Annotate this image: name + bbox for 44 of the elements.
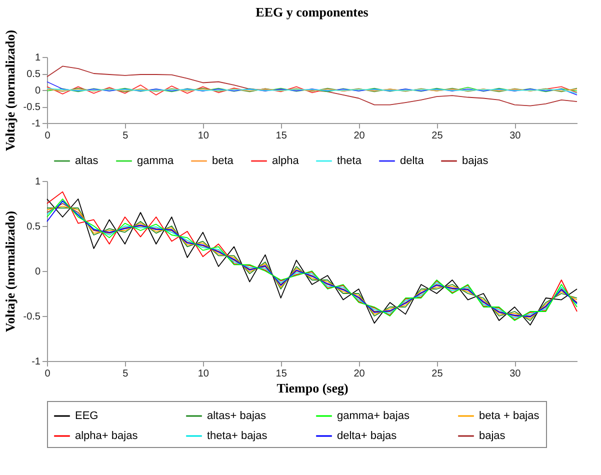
y-axis-title: Voltaje (normalizado) — [2, 30, 18, 152]
y-tick-label: 1 — [34, 176, 41, 188]
x-tick-label: 10 — [198, 130, 210, 142]
y-tick-label: -1 — [32, 356, 41, 368]
x-tick-label: 15 — [276, 130, 288, 142]
x-tick-label: 15 — [276, 368, 288, 380]
legend-label: bajas — [479, 430, 506, 442]
y-tick-label: 0 — [34, 86, 41, 96]
chart-title: EEG y componentes — [256, 4, 368, 20]
legend-label: theta — [337, 155, 362, 167]
x-tick-label: 20 — [354, 130, 366, 142]
y-axis-title: Voltaje (normalizado) — [2, 210, 18, 332]
legend-label: delta+ bajas — [337, 430, 398, 442]
x-tick-label: 5 — [122, 368, 129, 380]
legend-label: bajas — [462, 155, 489, 167]
x-tick-label: 30 — [510, 368, 522, 380]
legend-label: altas+ bajas — [207, 410, 267, 422]
y-tick-label: 1 — [34, 52, 41, 64]
legend-label: gamma+ bajas — [337, 410, 410, 422]
y-tick-label: -0.5 — [23, 102, 41, 113]
x-axis-title: Tiempo (seg) — [276, 380, 348, 396]
x-tick-label: 25 — [432, 368, 444, 380]
legend-label: EEG — [75, 410, 98, 422]
x-tick-label: 30 — [510, 130, 522, 142]
y-tick-label: -0.5 — [23, 312, 41, 322]
y-tick-label: 0.5 — [26, 222, 41, 232]
x-tick-label: 10 — [198, 368, 210, 380]
legend-label: theta+ bajas — [207, 430, 268, 442]
x-tick-label: 25 — [432, 130, 444, 142]
x-tick-label: 0 — [44, 130, 51, 142]
legend-label: delta — [400, 155, 425, 167]
y-tick-label: -1 — [32, 118, 41, 130]
x-tick-label: 20 — [354, 368, 366, 380]
x-tick-label: 0 — [44, 368, 51, 380]
legend-label: alpha — [272, 155, 300, 167]
legend-label: alpha+ bajas — [75, 430, 138, 442]
x-tick-label: 5 — [122, 130, 129, 142]
legend-label: gamma — [137, 155, 175, 167]
legend-label: beta — [212, 155, 234, 167]
y-tick-label: 0.5 — [26, 69, 41, 80]
line-series — [46, 66, 578, 106]
legend-label: altas — [75, 155, 99, 167]
legend-label: beta + bajas — [479, 410, 540, 422]
y-tick-label: 0 — [34, 266, 41, 278]
